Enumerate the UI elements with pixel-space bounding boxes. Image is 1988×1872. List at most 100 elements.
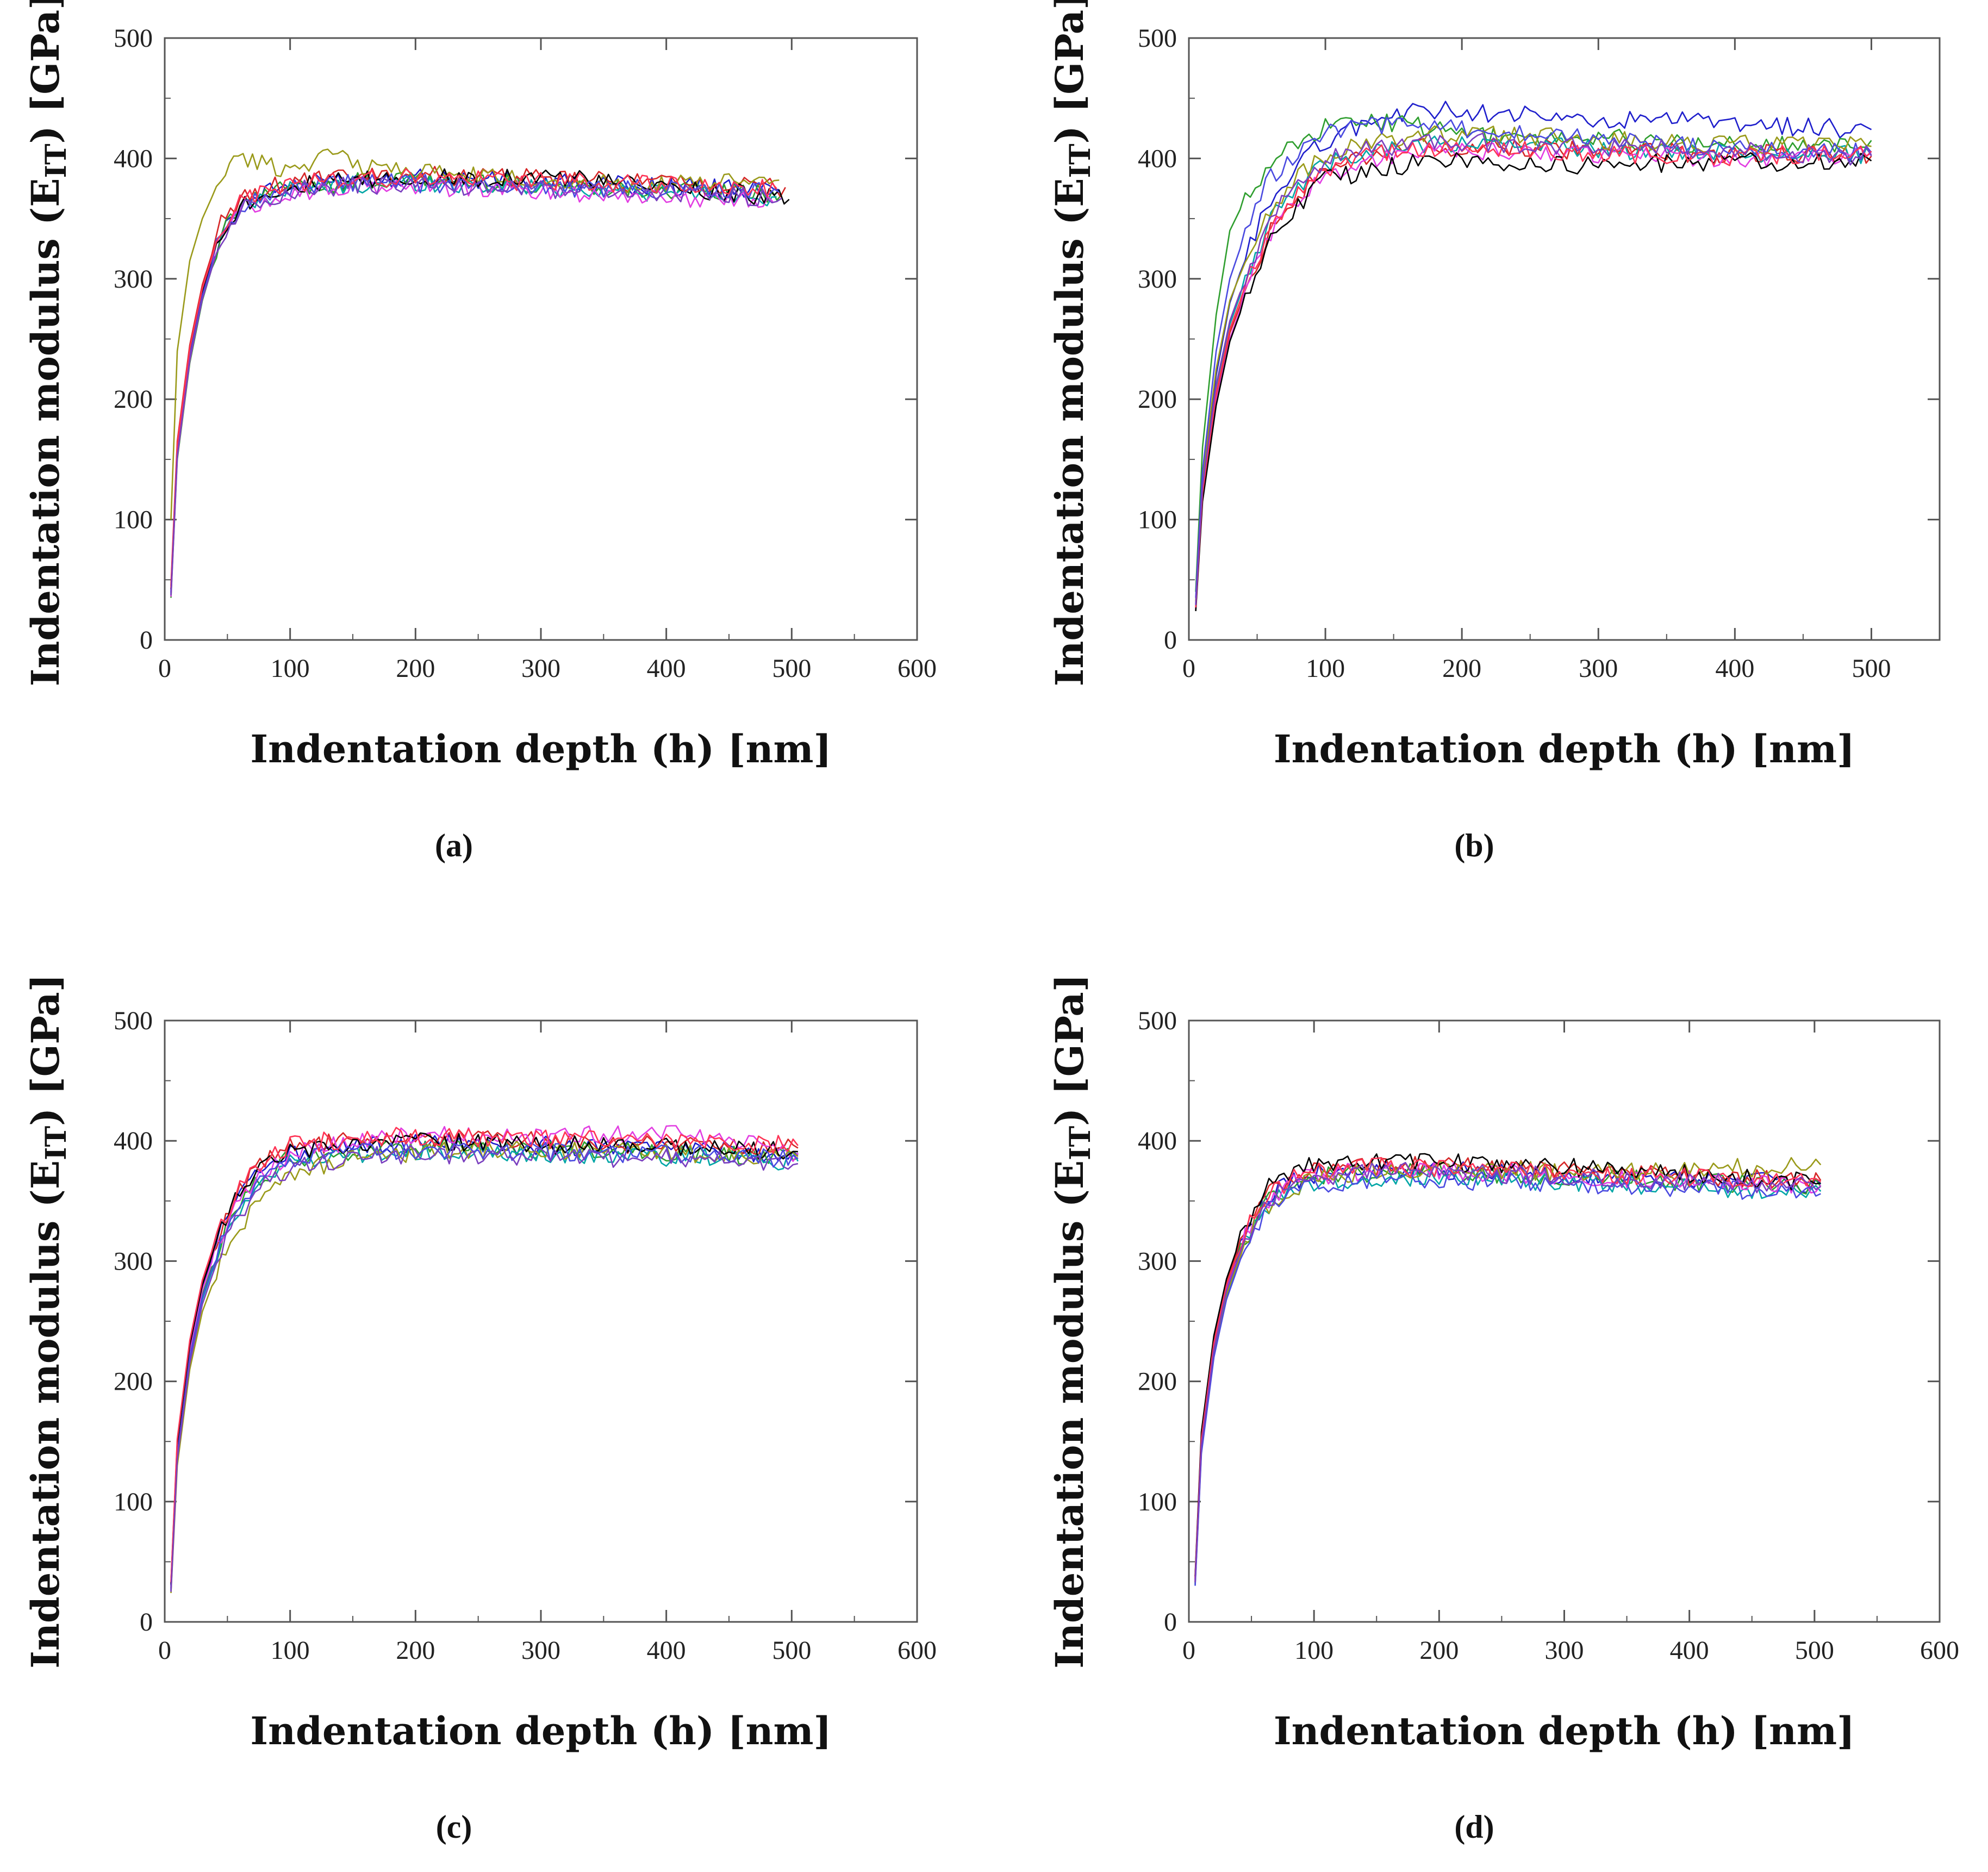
y-tick-label: 0 [140, 626, 153, 655]
x-tick-label: 600 [1920, 1636, 1959, 1665]
y-tick-label: 400 [114, 144, 153, 173]
panel-label: (d) [1454, 1809, 1494, 1845]
y-tick-label: 300 [114, 1247, 153, 1276]
plot-frame [164, 37, 918, 641]
y-tick-label: 0 [140, 1608, 153, 1637]
series-line-4 [1194, 1166, 1822, 1585]
x-tick-label: 600 [898, 1636, 937, 1665]
y-axis-title: Indentation modulus (EIT) [GPa] [23, 974, 73, 1669]
series-line-5 [1194, 1161, 1822, 1581]
y-tick-label: 500 [1138, 24, 1177, 53]
plot-frame [1188, 37, 1941, 641]
series-line-5 [170, 1125, 799, 1587]
y-tick-label: 500 [114, 1006, 153, 1035]
x-axis-title: Indentation depth (h) [nm] [1274, 726, 1855, 772]
x-tick-label: 500 [1795, 1636, 1834, 1665]
series-line-2 [170, 172, 782, 598]
x-tick-label: 500 [772, 1636, 811, 1665]
x-tick-label: 0 [1182, 1636, 1195, 1665]
x-tick-label: 300 [1545, 1636, 1584, 1665]
x-tick-label: 200 [396, 1636, 435, 1665]
y-tick-label: 500 [1138, 1006, 1177, 1035]
y-tick-label: 500 [114, 24, 153, 53]
y-axis-title: Indentation modulus (EIT) [GPa] [1047, 974, 1097, 1669]
series-line-4 [170, 175, 777, 594]
y-tick-label: 200 [1138, 385, 1177, 414]
plot-frame [1188, 1019, 1941, 1623]
series-line-7 [1194, 1153, 1821, 1576]
series-line-6 [170, 1140, 799, 1593]
y-tick-label: 200 [114, 385, 153, 414]
series-line-7 [1195, 152, 1872, 611]
x-tick-label: 600 [898, 654, 937, 683]
x-tick-label: 300 [1579, 654, 1618, 683]
series-line-1 [170, 1133, 799, 1586]
series-line-9 [170, 1127, 799, 1583]
x-tick-label: 100 [271, 1636, 310, 1665]
y-tick-label: 400 [1138, 1127, 1177, 1155]
y-tick-label: 0 [1164, 626, 1177, 655]
y-tick-label: 300 [114, 265, 153, 294]
x-axis-title: Indentation depth (h) [nm] [250, 1708, 831, 1753]
series-line-5 [1195, 142, 1872, 609]
series-line-9 [1194, 1157, 1821, 1579]
x-axis-title: Indentation depth (h) [nm] [250, 726, 831, 772]
panel-label: (c) [436, 1809, 472, 1845]
series-line-10 [1194, 1162, 1821, 1583]
chart-panel-1: 0 100 200 300 400 500 600 0 100 200 300 400 500 Inden… [23, 0, 937, 863]
series-line-5 [170, 177, 774, 597]
chart-panel-3: 0 100 200 300 400 500 600 0 100 200 300 400 500 Inden… [23, 974, 937, 1845]
x-tick-label: 0 [158, 1636, 171, 1665]
x-tick-label: 400 [1715, 654, 1754, 683]
x-tick-label: 500 [772, 654, 811, 683]
y-tick-label: 100 [1138, 1488, 1177, 1516]
y-tick-label: 400 [1138, 144, 1177, 173]
series-line-2 [1194, 1161, 1822, 1583]
x-tick-label: 400 [647, 1636, 686, 1665]
panel-label: (b) [1454, 828, 1494, 863]
y-tick-label: 400 [114, 1127, 153, 1155]
series-line-4 [170, 1141, 799, 1591]
chart-panel-4: 0 100 200 300 400 500 600 0 100 200 300 400 500 Inden… [1047, 974, 1959, 1845]
series-line-6 [1194, 1157, 1822, 1584]
series-line-8 [1195, 116, 1872, 598]
y-tick-label: 300 [1138, 265, 1177, 294]
series-line-4 [1195, 135, 1872, 607]
series-line-8 [170, 173, 780, 593]
series-line-9 [170, 168, 777, 588]
y-tick-label: 100 [114, 1488, 153, 1516]
y-tick-label: 200 [114, 1367, 153, 1396]
series-line-10 [1195, 133, 1872, 605]
series-line-1 [170, 168, 780, 592]
x-tick-label: 400 [1670, 1636, 1709, 1665]
y-axis-title: Indentation modulus (EIT) [GPa] [23, 0, 73, 686]
x-axis-title: Indentation depth (h) [nm] [1274, 1708, 1855, 1753]
x-tick-label: 0 [1182, 654, 1195, 683]
series-line-8 [1194, 1170, 1821, 1586]
series-line-7 [170, 1132, 798, 1585]
x-tick-label: 200 [1419, 1636, 1459, 1665]
x-tick-label: 300 [521, 654, 560, 683]
y-tick-label: 300 [1138, 1247, 1177, 1276]
panel-label: (a) [435, 828, 473, 863]
series-line-10 [170, 1145, 799, 1592]
series-line-7 [170, 168, 790, 590]
series-line-1 [1195, 101, 1872, 604]
y-tick-label: 100 [114, 506, 153, 534]
x-tick-label: 100 [271, 654, 310, 683]
x-tick-label: 500 [1852, 654, 1891, 683]
x-tick-label: 200 [1442, 654, 1481, 683]
plot-frame [164, 1019, 918, 1623]
y-axis-title: Indentation modulus (EIT) [GPa] [1047, 0, 1097, 686]
chart-panel-2: 0 100 200 300 400 500 0 100 200 300 400 500 Indentat… [1047, 0, 1941, 863]
series-line-8 [170, 1141, 799, 1590]
series-line-3 [1195, 138, 1872, 610]
series-line-2 [170, 1137, 799, 1589]
x-tick-label: 400 [647, 654, 686, 683]
series-line-3 [1194, 1156, 1822, 1578]
y-tick-label: 200 [1138, 1367, 1177, 1396]
x-tick-label: 0 [158, 654, 171, 683]
series-line-9 [1195, 141, 1872, 608]
series-line-3 [170, 166, 786, 586]
